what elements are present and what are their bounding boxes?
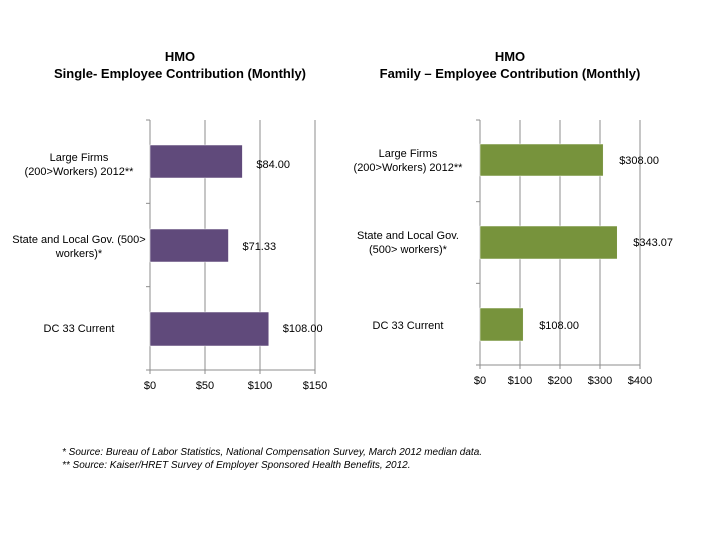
- left-chart-title-line2: Single- Employee Contribution (Monthly): [53, 66, 307, 81]
- right-x-tick-label: $200: [548, 375, 572, 387]
- right-category-label-3: DC 33 Current: [373, 320, 444, 332]
- left-bar-2: [149, 228, 229, 263]
- left-bar-3: [149, 311, 270, 347]
- left-chart-title-line1: HMO: [164, 49, 196, 64]
- right-x-tick-label: $300: [588, 375, 612, 387]
- right-value-label-1: $308.00: [619, 155, 659, 167]
- footnote-1: * Source: Bureau of Labor Statistics, Na…: [62, 447, 483, 458]
- right-x-tick-label: $400: [628, 375, 652, 387]
- right-category-label-1: Large Firms (200>Workers) 2012**: [354, 148, 464, 174]
- left-x-tick-label: $0: [144, 380, 156, 392]
- right-x-tick-label: $100: [508, 375, 532, 387]
- right-category-label-line: DC 33 Current: [373, 320, 444, 332]
- footnotes: * Source: Bureau of Labor Statistics, Na…: [62, 446, 482, 472]
- right-chart-title-line2: Family – Employee Contribution (Monthly): [379, 66, 641, 81]
- right-value-label-2: $343.07: [633, 237, 673, 249]
- left-value-label-3: $108.00: [283, 323, 323, 335]
- right-category-label-line: (200>Workers) 2012**: [354, 162, 464, 174]
- left-chart: $0 $50 $100 $150 $84.00 Large Firms (200>Worke…: [12, 119, 327, 392]
- left-bar-1: [149, 144, 243, 179]
- left-category-label-line: (200>Workers) 2012**: [25, 166, 135, 178]
- right-value-label-3: $108.00: [539, 320, 579, 332]
- right-category-label-line: Large Firms: [379, 148, 438, 160]
- footnote-2: ** Source: Kaiser/HRET Survey of Employe…: [62, 460, 411, 471]
- right-chart: $0 $100 $200 $300 $400 $308.00 Large Firms (200…: [354, 119, 673, 387]
- right-category-label-line: State and Local Gov.: [357, 230, 459, 242]
- right-category-label-2: State and Local Gov. (500> workers)*: [357, 230, 459, 256]
- right-bar-2: [479, 225, 618, 260]
- left-chart-title: HMO Single- Employee Contribution (Month…: [40, 48, 320, 82]
- right-chart-title: HMO Family – Employee Contribution (Mont…: [370, 48, 650, 82]
- left-x-tick-label: $50: [196, 380, 214, 392]
- right-x-tick-label: $0: [474, 375, 486, 387]
- right-bar-3: [479, 307, 524, 342]
- left-value-label-1: $84.00: [256, 159, 290, 171]
- left-category-label-3: DC 33 Current: [44, 323, 115, 335]
- left-category-label-2: State and Local Gov. (500> workers)*: [12, 234, 145, 260]
- right-bar-1: [479, 143, 604, 177]
- left-category-label-line: State and Local Gov. (500>: [12, 234, 145, 246]
- left-category-label-1: Large Firms (200>Workers) 2012**: [25, 152, 135, 178]
- left-x-tick-label: $150: [303, 380, 327, 392]
- right-category-label-line: (500> workers)*: [369, 244, 448, 256]
- left-value-label-2: $71.33: [242, 241, 276, 253]
- left-category-label-line: Large Firms: [50, 152, 109, 164]
- left-category-label-line: DC 33 Current: [44, 323, 115, 335]
- left-x-tick-label: $100: [248, 380, 272, 392]
- right-chart-title-line1: HMO: [494, 49, 526, 64]
- left-category-label-line: workers)*: [55, 248, 103, 260]
